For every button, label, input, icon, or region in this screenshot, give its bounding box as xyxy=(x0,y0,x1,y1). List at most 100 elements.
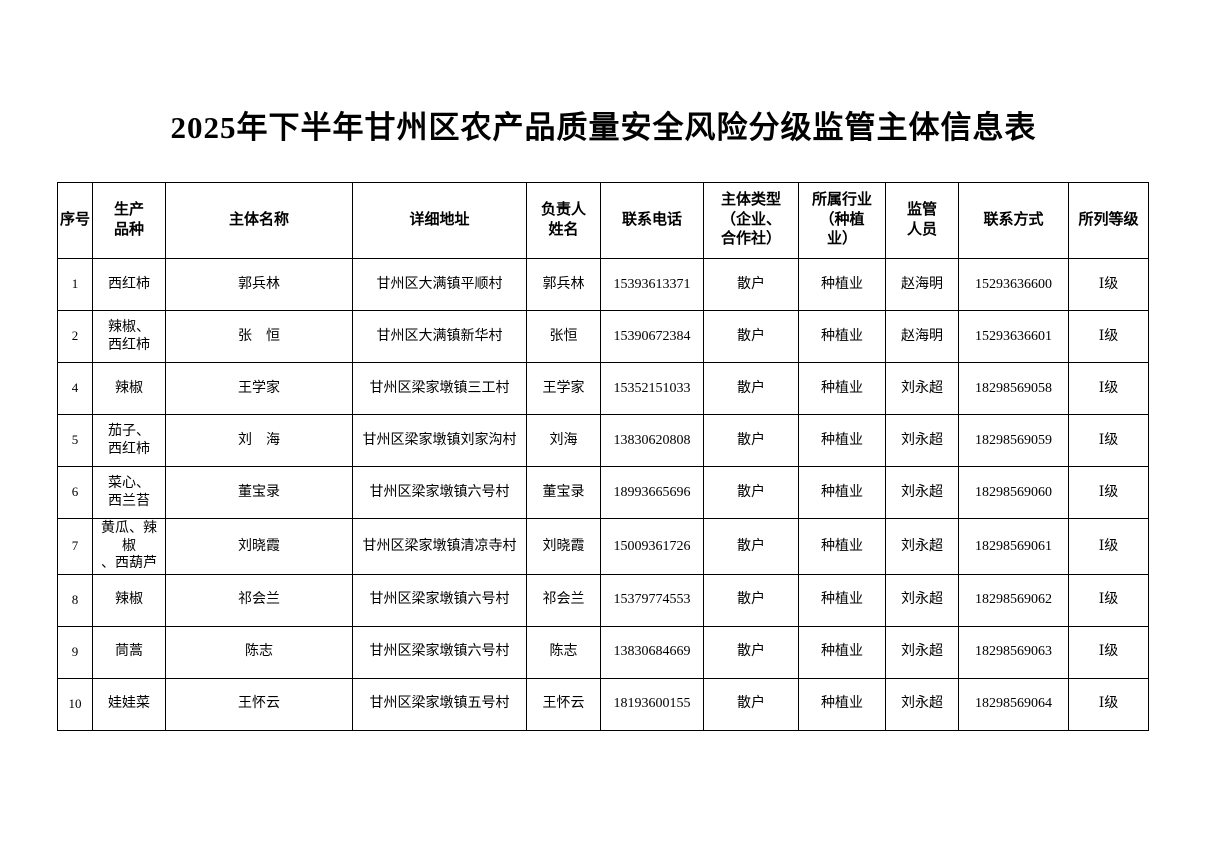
cell-variety: 辣椒 xyxy=(92,573,166,627)
cell-supervisor: 刘永超 xyxy=(885,466,959,519)
cell-subject-name: 刘晓霞 xyxy=(165,518,353,575)
cell-contact: 15293636600 xyxy=(958,258,1069,311)
cell-level: Ⅰ级 xyxy=(1068,362,1149,415)
cell-level: Ⅰ级 xyxy=(1068,625,1149,679)
cell-industry: 种植业 xyxy=(798,414,886,467)
cell-variety: 娃娃菜 xyxy=(92,677,166,731)
cell-contact: 15293636601 xyxy=(958,310,1069,363)
col-header-industry: 所属行业 （种植 业） xyxy=(798,182,886,259)
cell-supervisor: 刘永超 xyxy=(885,362,959,415)
col-header-contact: 联系方式 xyxy=(958,182,1069,259)
table-body: 1 西红柿 郭兵林 甘州区大满镇平顺村 郭兵林 15393613371 散户 种… xyxy=(57,258,1149,731)
cell-person-name: 张恒 xyxy=(526,310,601,363)
page-title: 2025年下半年甘州区农产品质量安全风险分级监管主体信息表 xyxy=(170,110,1037,145)
cell-subject-name: 王怀云 xyxy=(165,677,353,731)
cell-subject-type: 散户 xyxy=(703,466,799,519)
table-row: 2 辣椒、 西红柿 张 恒 甘州区大满镇新华村 张恒 15390672384 散… xyxy=(57,310,1149,363)
table-header: 序号 生产 品种 主体名称 详细地址 负责人 姓名 联系电话 主体类型 （企业、… xyxy=(57,182,1149,259)
cell-industry: 种植业 xyxy=(798,625,886,679)
cell-variety: 黄瓜、辣椒 、西葫芦 xyxy=(92,518,166,575)
table-row: 6 菜心、 西兰苔 董宝录 甘州区梁家墩镇六号村 董宝录 18993665696… xyxy=(57,466,1149,519)
cell-person-name: 祁会兰 xyxy=(526,573,601,627)
cell-contact: 18298569063 xyxy=(958,625,1069,679)
cell-variety: 西红柿 xyxy=(92,258,166,311)
cell-subject-type: 散户 xyxy=(703,310,799,363)
cell-subject-type: 散户 xyxy=(703,362,799,415)
cell-subject-name: 郭兵林 xyxy=(165,258,353,311)
cell-contact: 18298569060 xyxy=(958,466,1069,519)
table-row: 10 娃娃菜 王怀云 甘州区梁家墩镇五号村 王怀云 18193600155 散户… xyxy=(57,677,1149,731)
col-header-supervisor: 监管 人员 xyxy=(885,182,959,259)
cell-person-name: 刘海 xyxy=(526,414,601,467)
table-row: 1 西红柿 郭兵林 甘州区大满镇平顺村 郭兵林 15393613371 散户 种… xyxy=(57,258,1149,311)
cell-phone: 15009361726 xyxy=(600,518,704,575)
cell-subject-type: 散户 xyxy=(703,258,799,311)
cell-level: Ⅰ级 xyxy=(1068,414,1149,467)
table-row: 4 辣椒 王学家 甘州区梁家墩镇三工村 王学家 15352151033 散户 种… xyxy=(57,362,1149,415)
cell-subject-name: 刘 海 xyxy=(165,414,353,467)
cell-phone: 13830684669 xyxy=(600,625,704,679)
cell-index: 5 xyxy=(57,414,93,467)
cell-subject-type: 散户 xyxy=(703,625,799,679)
cell-phone: 18993665696 xyxy=(600,466,704,519)
cell-contact: 18298569062 xyxy=(958,573,1069,627)
cell-phone: 13830620808 xyxy=(600,414,704,467)
cell-contact: 18298569058 xyxy=(958,362,1069,415)
cell-subject-type: 散户 xyxy=(703,573,799,627)
cell-index: 10 xyxy=(57,677,93,731)
col-header-subject-type: 主体类型 （企业、 合作社） xyxy=(703,182,799,259)
cell-subject-name: 董宝录 xyxy=(165,466,353,519)
table-row: 9 茼蒿 陈志 甘州区梁家墩镇六号村 陈志 13830684669 散户 种植业… xyxy=(57,625,1149,679)
cell-index: 9 xyxy=(57,625,93,679)
cell-phone: 18193600155 xyxy=(600,677,704,731)
cell-contact: 18298569061 xyxy=(958,518,1069,575)
header-row: 序号 生产 品种 主体名称 详细地址 负责人 姓名 联系电话 主体类型 （企业、… xyxy=(57,182,1149,259)
cell-supervisor: 刘永超 xyxy=(885,573,959,627)
cell-phone: 15393613371 xyxy=(600,258,704,311)
col-header-phone: 联系电话 xyxy=(600,182,704,259)
table-row: 5 茄子、 西红柿 刘 海 甘州区梁家墩镇刘家沟村 刘海 13830620808… xyxy=(57,414,1149,467)
cell-index: 4 xyxy=(57,362,93,415)
cell-subject-type: 散户 xyxy=(703,414,799,467)
cell-address: 甘州区大满镇新华村 xyxy=(352,310,527,363)
cell-phone: 15352151033 xyxy=(600,362,704,415)
cell-industry: 种植业 xyxy=(798,573,886,627)
cell-person-name: 董宝录 xyxy=(526,466,601,519)
cell-industry: 种植业 xyxy=(798,362,886,415)
cell-subject-type: 散户 xyxy=(703,518,799,575)
cell-industry: 种植业 xyxy=(798,518,886,575)
col-header-person-name: 负责人 姓名 xyxy=(526,182,601,259)
cell-supervisor: 刘永超 xyxy=(885,677,959,731)
cell-variety: 辣椒、 西红柿 xyxy=(92,310,166,363)
cell-person-name: 刘晓霞 xyxy=(526,518,601,575)
cell-address: 甘州区梁家墩镇刘家沟村 xyxy=(352,414,527,467)
col-header-address: 详细地址 xyxy=(352,182,527,259)
cell-person-name: 王怀云 xyxy=(526,677,601,731)
cell-supervisor: 赵海明 xyxy=(885,258,959,311)
cell-address: 甘州区梁家墩镇六号村 xyxy=(352,625,527,679)
cell-index: 1 xyxy=(57,258,93,311)
cell-level: Ⅰ级 xyxy=(1068,573,1149,627)
cell-level: Ⅰ级 xyxy=(1068,258,1149,311)
cell-subject-name: 王学家 xyxy=(165,362,353,415)
cell-variety: 茼蒿 xyxy=(92,625,166,679)
cell-industry: 种植业 xyxy=(798,677,886,731)
cell-address: 甘州区梁家墩镇六号村 xyxy=(352,573,527,627)
col-header-variety: 生产 品种 xyxy=(92,182,166,259)
cell-phone: 15390672384 xyxy=(600,310,704,363)
cell-subject-name: 陈志 xyxy=(165,625,353,679)
cell-address: 甘州区梁家墩镇清凉寺村 xyxy=(352,518,527,575)
table-row: 8 辣椒 祁会兰 甘州区梁家墩镇六号村 祁会兰 15379774553 散户 种… xyxy=(57,573,1149,627)
cell-index: 7 xyxy=(57,518,93,575)
cell-level: Ⅰ级 xyxy=(1068,518,1149,575)
cell-level: Ⅰ级 xyxy=(1068,677,1149,731)
cell-industry: 种植业 xyxy=(798,258,886,311)
cell-subject-type: 散户 xyxy=(703,677,799,731)
cell-level: Ⅰ级 xyxy=(1068,310,1149,363)
cell-supervisor: 刘永超 xyxy=(885,518,959,575)
cell-index: 6 xyxy=(57,466,93,519)
col-header-subject-name: 主体名称 xyxy=(165,182,353,259)
col-header-level: 所列等级 xyxy=(1068,182,1149,259)
cell-variety: 菜心、 西兰苔 xyxy=(92,466,166,519)
